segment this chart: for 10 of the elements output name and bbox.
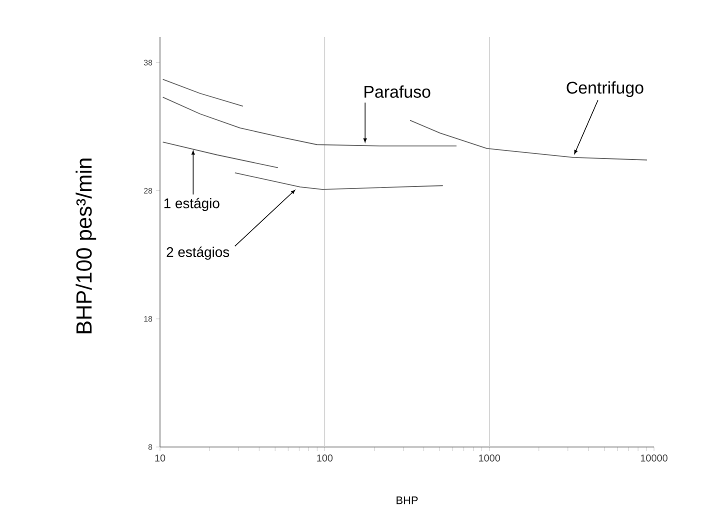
annotation: Parafuso (364, 85, 430, 98)
annotation: 1 estágio (164, 198, 220, 212)
x-tick-label: 1000 (479, 454, 500, 462)
x-tick-label: 10 (155, 454, 166, 462)
x-axis-title: BHP (396, 496, 418, 504)
y-axis-title: BHP/100 pes³/min (76, 158, 96, 334)
annotation: 2 estágios (166, 246, 230, 260)
annotation: Centrifugo (566, 81, 644, 98)
x-tick-label: 100 (317, 454, 333, 462)
x-tick-label: 10000 (640, 454, 668, 462)
